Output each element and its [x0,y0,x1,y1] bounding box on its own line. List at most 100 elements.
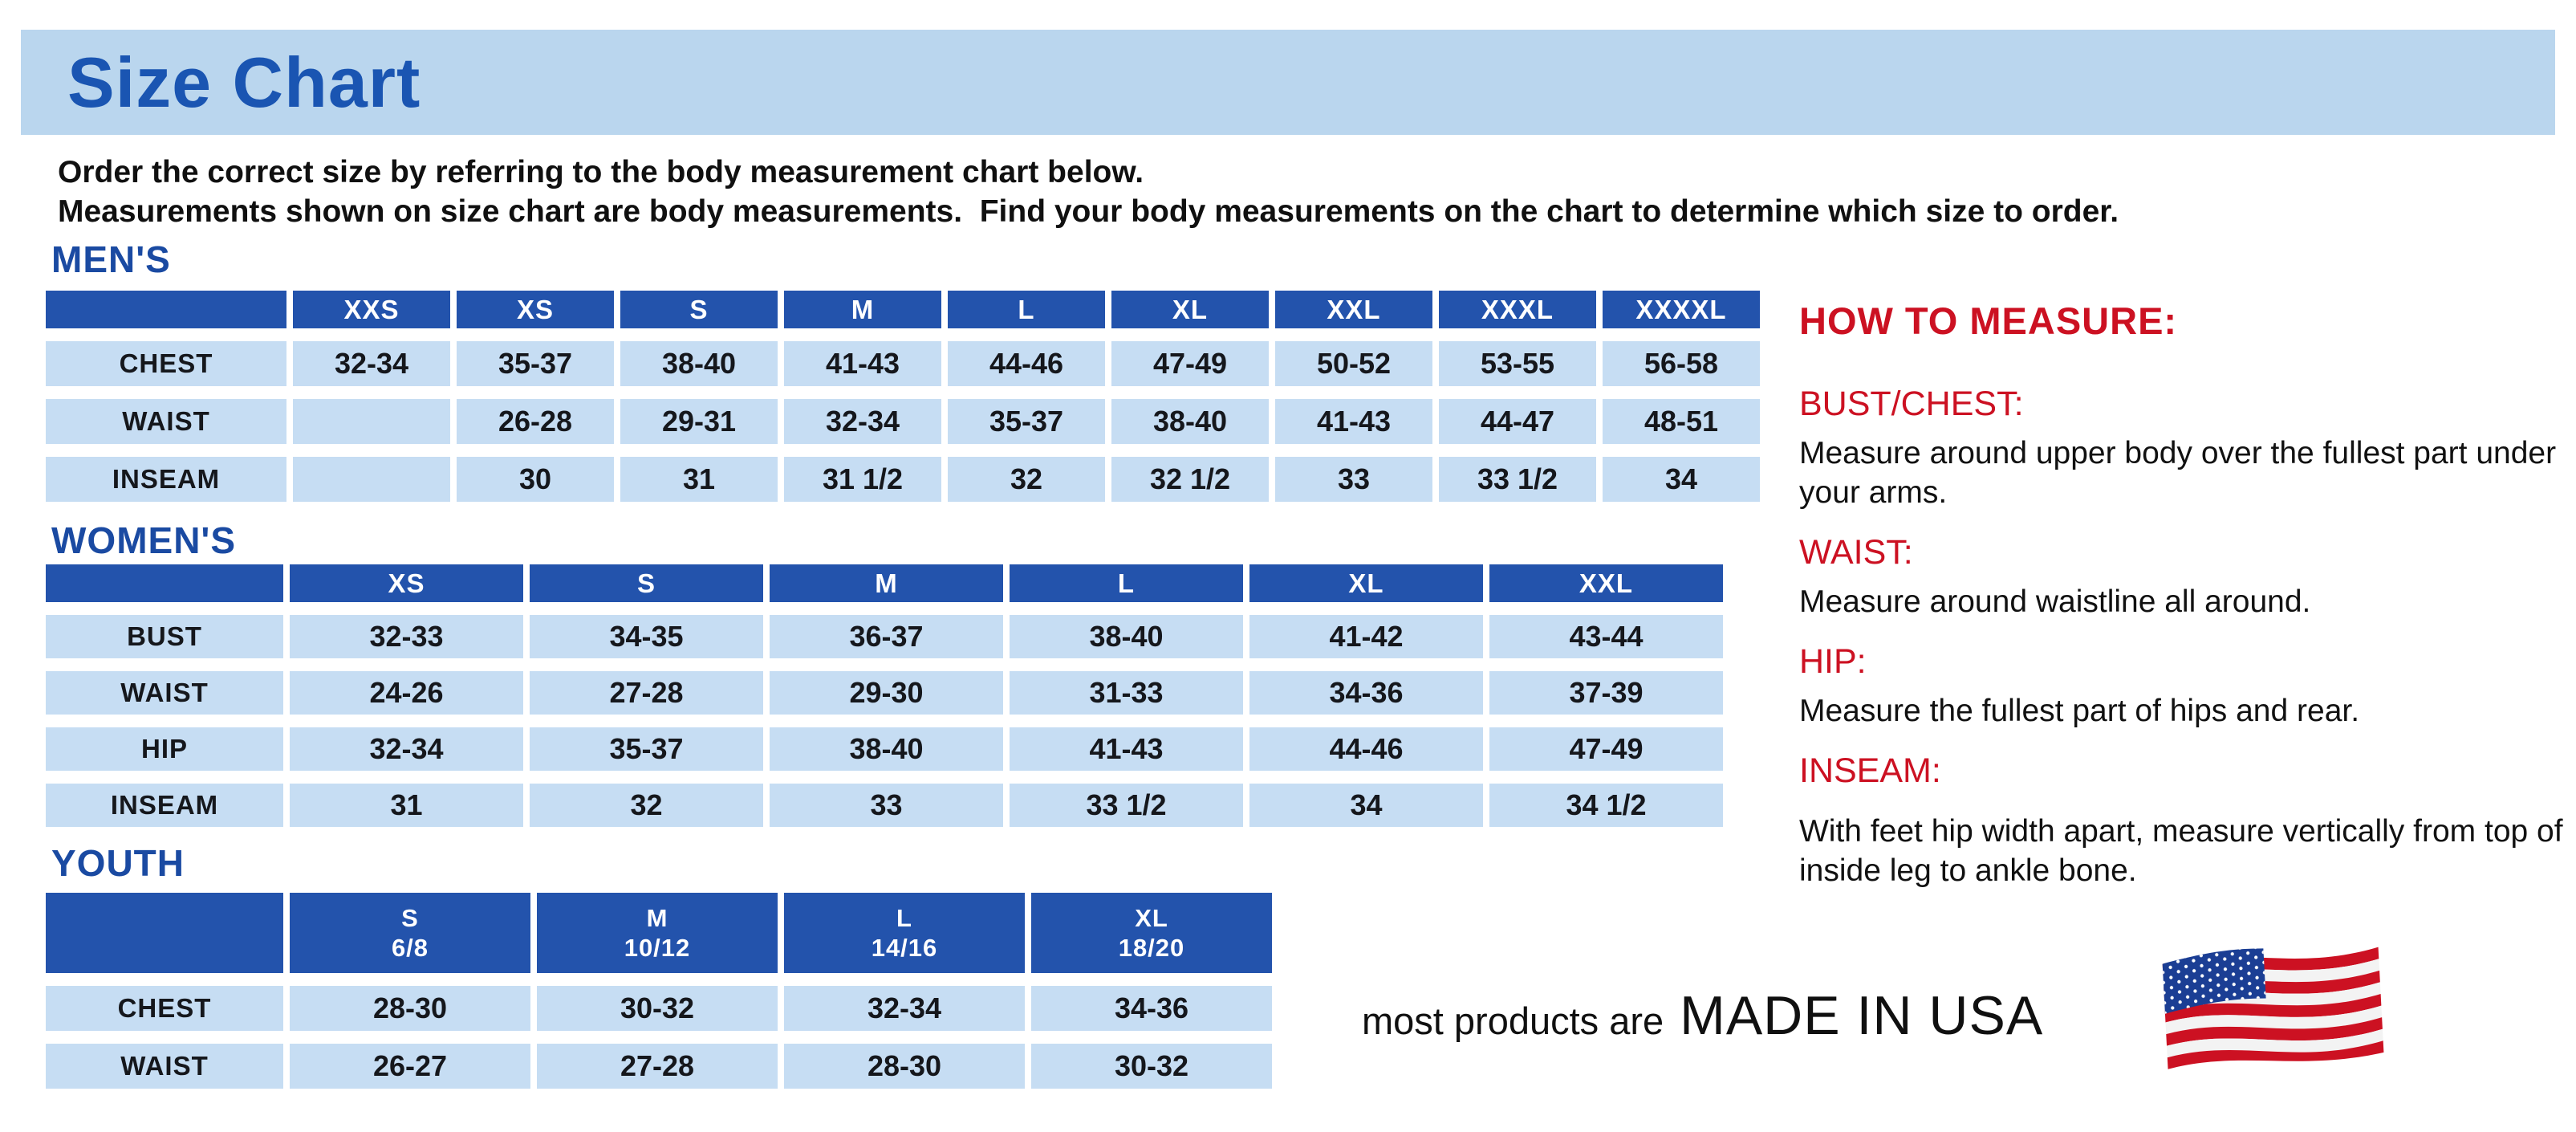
size-label: M [646,903,668,932]
measurement-value-cell: 38-40 [1111,399,1269,444]
size-header-cell: L [1010,564,1243,602]
measurement-value-cell: 47-49 [1489,727,1723,771]
measurement-label-cell: CHEST [46,341,286,386]
measurement-value-cell: 31 [620,457,778,502]
size-header-cell: S 6/8 [290,893,530,973]
measurement-value-cell: 35-37 [948,399,1105,444]
size-header-blank-cell [46,893,283,973]
measurement-value-cell: 29-30 [770,671,1003,715]
made-in-usa-text: MADE IN USA [1680,985,2044,1046]
measurement-value-cell [293,399,450,444]
how-to-measure-panel: HOW TO MEASURE: BUST/CHEST: Measure arou… [1799,299,2570,890]
measure-heading: HIP: [1799,642,1867,681]
mens-size-table: XXS XS S M L XL XXL XXXL XXXXL CHEST 32-34 35-37 38-… [46,291,1760,502]
section-label-youth: YOUTH [51,842,185,884]
measurement-value-cell: 41-42 [1249,615,1483,658]
size-label: S [401,903,419,932]
measure-section-inseam: INSEAM: With feet hip width apart, measu… [1799,751,2570,890]
section-label-mens: MEN'S [51,238,171,280]
measurement-value-cell: 33 [770,784,1003,827]
measurement-value-cell: 31 [290,784,523,827]
measurement-value-cell: 34 [1603,457,1760,502]
made-in-usa-line: most products are MADE IN USA [1362,984,2043,1047]
size-range: 6/8 [391,934,429,962]
measure-section-bust-chest: BUST/CHEST: Measure around upper body ov… [1799,385,2570,512]
measurement-value-cell: 47-49 [1111,341,1269,386]
measurement-value-cell: 30 [457,457,614,502]
measurement-value-cell [293,457,450,502]
measure-section-waist: WAIST: Measure around waistline all arou… [1799,533,2570,621]
measurement-value-cell: 28-30 [784,1044,1025,1089]
measurement-label-cell: WAIST [46,399,286,444]
measurement-value-cell: 32 [530,784,763,827]
measurement-value-cell: 53-55 [1439,341,1596,386]
measurement-value-cell: 26-28 [457,399,614,444]
measure-heading: WAIST: [1799,533,1913,572]
measurement-value-cell: 29-31 [620,399,778,444]
measurement-value-cell: 27-28 [530,671,763,715]
measurement-label-cell: HIP [46,727,283,771]
measurement-value-cell: 37-39 [1489,671,1723,715]
measurement-label-cell: CHEST [46,986,283,1031]
measurement-value-cell: 34-36 [1031,986,1272,1031]
measurement-label-cell: WAIST [46,671,283,715]
measurement-value-cell: 34 1/2 [1489,784,1723,827]
measurement-value-cell: 32-34 [293,341,450,386]
size-header-cell: S [530,564,763,602]
measurement-value-cell: 24-26 [290,671,523,715]
intro-text: Order the correct size by referring to t… [58,153,2119,231]
intro-line-1: Order the correct size by referring to t… [58,155,1144,189]
measurement-value-cell: 32-34 [290,727,523,771]
measurement-label-cell: INSEAM [46,784,283,827]
size-header-cell: XL [1249,564,1483,602]
measurement-value-cell: 35-37 [457,341,614,386]
size-header-cell: XXL [1489,564,1723,602]
measurement-value-cell: 32-34 [784,986,1025,1031]
measurement-value-cell: 28-30 [290,986,530,1031]
size-header-cell: XS [290,564,523,602]
measurement-value-cell: 33 1/2 [1010,784,1243,827]
size-header-cell: XL [1111,291,1269,328]
measurement-value-cell: 34-35 [530,615,763,658]
measurement-value-cell: 43-44 [1489,615,1723,658]
size-header-cell: XS [457,291,614,328]
size-header-cell: XXXXL [1603,291,1760,328]
measurement-value-cell: 41-43 [1010,727,1243,771]
section-label-womens: WOMEN'S [51,519,237,561]
footer-prefix-text: most products are [1362,1000,1664,1042]
how-to-measure-title: HOW TO MEASURE: [1799,299,2178,342]
page-title: Size Chart [67,42,421,122]
size-header-cell: S [620,291,778,328]
size-header-blank-cell [46,291,286,328]
measure-text: Measure around upper body over the fulle… [1799,436,2557,510]
measurement-label-cell: WAIST [46,1044,283,1089]
measurement-value-cell: 32 1/2 [1111,457,1269,502]
page-banner: Size Chart [21,30,2555,135]
size-range: 14/16 [871,934,938,962]
youth-size-table: S 6/8 M 10/12 L 14/16 XL 18/20 CHEST 28-30 30-32 32… [46,893,1272,1089]
measure-heading: BUST/CHEST: [1799,385,2024,423]
size-range: 18/20 [1118,934,1185,962]
measurement-label-cell: BUST [46,615,283,658]
size-header-cell: M [770,564,1003,602]
size-header-cell: XXXL [1439,291,1596,328]
size-header-cell: L [948,291,1105,328]
measure-section-hip: HIP: Measure the fullest part of hips an… [1799,642,2570,731]
measurement-value-cell: 30-32 [537,986,778,1031]
measurement-value-cell: 34-36 [1249,671,1483,715]
measurement-value-cell: 50-52 [1275,341,1432,386]
size-header-cell: M 10/12 [537,893,778,973]
measure-text: Measure the fullest part of hips and rea… [1799,694,2360,728]
measurement-value-cell: 38-40 [770,727,1003,771]
measurement-value-cell: 44-46 [948,341,1105,386]
measurement-value-cell: 32-33 [290,615,523,658]
measurement-value-cell: 56-58 [1603,341,1760,386]
size-header-cell: XXS [293,291,450,328]
measurement-value-cell: 41-43 [1275,399,1432,444]
size-range: 10/12 [624,934,691,962]
measurement-label-cell: INSEAM [46,457,286,502]
measurement-value-cell: 33 1/2 [1439,457,1596,502]
measurement-value-cell: 31-33 [1010,671,1243,715]
measurement-value-cell: 31 1/2 [784,457,941,502]
measurement-value-cell: 27-28 [537,1044,778,1089]
